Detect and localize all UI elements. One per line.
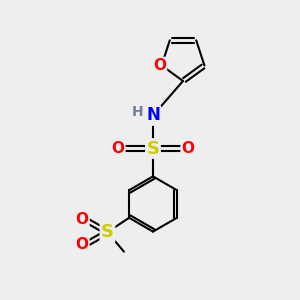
Text: O: O [153, 58, 166, 73]
Text: O: O [111, 141, 124, 156]
Text: O: O [76, 237, 88, 252]
Text: S: S [101, 223, 114, 241]
Text: O: O [182, 141, 195, 156]
Text: N: N [146, 106, 160, 124]
Text: H: H [132, 105, 143, 119]
Text: S: S [146, 140, 160, 158]
Text: O: O [76, 212, 88, 227]
